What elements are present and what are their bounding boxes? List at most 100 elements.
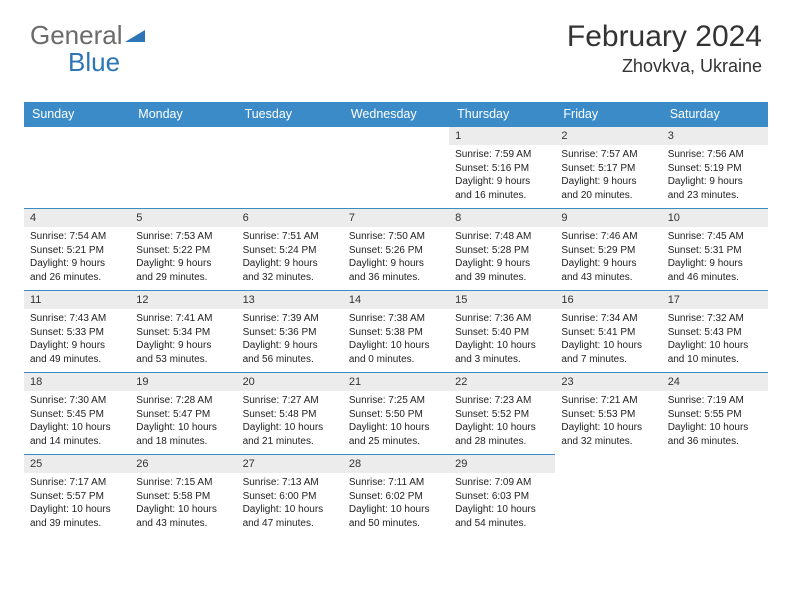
day-body: Sunrise: 7:23 AMSunset: 5:52 PMDaylight:… xyxy=(449,391,555,454)
calendar-body: 1Sunrise: 7:59 AMSunset: 5:16 PMDaylight… xyxy=(24,127,768,537)
calendar-cell: 19Sunrise: 7:28 AMSunset: 5:47 PMDayligh… xyxy=(130,373,236,455)
day-number: 18 xyxy=(24,373,130,391)
calendar-cell: 28Sunrise: 7:11 AMSunset: 6:02 PMDayligh… xyxy=(343,455,449,537)
calendar-cell: 9Sunrise: 7:46 AMSunset: 5:29 PMDaylight… xyxy=(555,209,661,291)
calendar-cell: 27Sunrise: 7:13 AMSunset: 6:00 PMDayligh… xyxy=(237,455,343,537)
calendar-cell xyxy=(237,127,343,209)
day-number: 13 xyxy=(237,291,343,309)
day-number: 9 xyxy=(555,209,661,227)
day-number: 24 xyxy=(662,373,768,391)
weekday-header: Monday xyxy=(130,102,236,127)
day-number: 10 xyxy=(662,209,768,227)
day-number: 27 xyxy=(237,455,343,473)
calendar-cell: 4Sunrise: 7:54 AMSunset: 5:21 PMDaylight… xyxy=(24,209,130,291)
calendar-cell: 7Sunrise: 7:50 AMSunset: 5:26 PMDaylight… xyxy=(343,209,449,291)
calendar-cell: 8Sunrise: 7:48 AMSunset: 5:28 PMDaylight… xyxy=(449,209,555,291)
day-body: Sunrise: 7:43 AMSunset: 5:33 PMDaylight:… xyxy=(24,309,130,372)
day-number: 28 xyxy=(343,455,449,473)
day-number: 16 xyxy=(555,291,661,309)
day-number: 12 xyxy=(130,291,236,309)
calendar-cell: 29Sunrise: 7:09 AMSunset: 6:03 PMDayligh… xyxy=(449,455,555,537)
weekday-header: Wednesday xyxy=(343,102,449,127)
calendar-cell: 5Sunrise: 7:53 AMSunset: 5:22 PMDaylight… xyxy=(130,209,236,291)
day-number: 22 xyxy=(449,373,555,391)
calendar-cell: 26Sunrise: 7:15 AMSunset: 5:58 PMDayligh… xyxy=(130,455,236,537)
day-body: Sunrise: 7:32 AMSunset: 5:43 PMDaylight:… xyxy=(662,309,768,372)
day-number: 5 xyxy=(130,209,236,227)
calendar-cell xyxy=(662,455,768,537)
calendar-cell: 20Sunrise: 7:27 AMSunset: 5:48 PMDayligh… xyxy=(237,373,343,455)
day-body: Sunrise: 7:46 AMSunset: 5:29 PMDaylight:… xyxy=(555,227,661,290)
calendar-cell: 17Sunrise: 7:32 AMSunset: 5:43 PMDayligh… xyxy=(662,291,768,373)
calendar-week-row: 4Sunrise: 7:54 AMSunset: 5:21 PMDaylight… xyxy=(24,209,768,291)
day-body: Sunrise: 7:54 AMSunset: 5:21 PMDaylight:… xyxy=(24,227,130,290)
calendar-cell: 25Sunrise: 7:17 AMSunset: 5:57 PMDayligh… xyxy=(24,455,130,537)
day-number: 11 xyxy=(24,291,130,309)
calendar-cell: 15Sunrise: 7:36 AMSunset: 5:40 PMDayligh… xyxy=(449,291,555,373)
day-body: Sunrise: 7:25 AMSunset: 5:50 PMDaylight:… xyxy=(343,391,449,454)
day-number: 23 xyxy=(555,373,661,391)
logo-text-blue: Blue xyxy=(68,47,120,77)
weekday-header: Saturday xyxy=(662,102,768,127)
calendar-cell: 22Sunrise: 7:23 AMSunset: 5:52 PMDayligh… xyxy=(449,373,555,455)
day-body: Sunrise: 7:11 AMSunset: 6:02 PMDaylight:… xyxy=(343,473,449,536)
calendar-cell: 6Sunrise: 7:51 AMSunset: 5:24 PMDaylight… xyxy=(237,209,343,291)
calendar-cell xyxy=(24,127,130,209)
logo-text-gray: General xyxy=(30,20,123,50)
day-number: 21 xyxy=(343,373,449,391)
day-number: 2 xyxy=(555,127,661,145)
day-body: Sunrise: 7:50 AMSunset: 5:26 PMDaylight:… xyxy=(343,227,449,290)
day-number: 4 xyxy=(24,209,130,227)
location: Zhovkva, Ukraine xyxy=(567,56,762,77)
calendar-cell: 14Sunrise: 7:38 AMSunset: 5:38 PMDayligh… xyxy=(343,291,449,373)
calendar-cell: 11Sunrise: 7:43 AMSunset: 5:33 PMDayligh… xyxy=(24,291,130,373)
day-number: 8 xyxy=(449,209,555,227)
calendar-cell: 16Sunrise: 7:34 AMSunset: 5:41 PMDayligh… xyxy=(555,291,661,373)
day-body: Sunrise: 7:09 AMSunset: 6:03 PMDaylight:… xyxy=(449,473,555,536)
calendar-cell xyxy=(130,127,236,209)
month-title: February 2024 xyxy=(567,20,762,54)
day-body: Sunrise: 7:19 AMSunset: 5:55 PMDaylight:… xyxy=(662,391,768,454)
day-number: 6 xyxy=(237,209,343,227)
calendar-cell: 23Sunrise: 7:21 AMSunset: 5:53 PMDayligh… xyxy=(555,373,661,455)
calendar-cell: 3Sunrise: 7:56 AMSunset: 5:19 PMDaylight… xyxy=(662,127,768,209)
calendar-head: SundayMondayTuesdayWednesdayThursdayFrid… xyxy=(24,102,768,127)
day-body: Sunrise: 7:51 AMSunset: 5:24 PMDaylight:… xyxy=(237,227,343,290)
calendar-week-row: 11Sunrise: 7:43 AMSunset: 5:33 PMDayligh… xyxy=(24,291,768,373)
weekday-header: Sunday xyxy=(24,102,130,127)
weekday-header: Friday xyxy=(555,102,661,127)
day-body: Sunrise: 7:57 AMSunset: 5:17 PMDaylight:… xyxy=(555,145,661,208)
day-body: Sunrise: 7:17 AMSunset: 5:57 PMDaylight:… xyxy=(24,473,130,536)
weekday-header: Thursday xyxy=(449,102,555,127)
day-body: Sunrise: 7:39 AMSunset: 5:36 PMDaylight:… xyxy=(237,309,343,372)
calendar-cell xyxy=(343,127,449,209)
calendar-cell: 1Sunrise: 7:59 AMSunset: 5:16 PMDaylight… xyxy=(449,127,555,209)
calendar-week-row: 1Sunrise: 7:59 AMSunset: 5:16 PMDaylight… xyxy=(24,127,768,209)
day-number: 14 xyxy=(343,291,449,309)
day-number: 15 xyxy=(449,291,555,309)
day-body: Sunrise: 7:38 AMSunset: 5:38 PMDaylight:… xyxy=(343,309,449,372)
calendar-cell xyxy=(555,455,661,537)
calendar-table: SundayMondayTuesdayWednesdayThursdayFrid… xyxy=(24,102,768,536)
day-number: 25 xyxy=(24,455,130,473)
day-body: Sunrise: 7:34 AMSunset: 5:41 PMDaylight:… xyxy=(555,309,661,372)
day-number: 7 xyxy=(343,209,449,227)
day-number: 20 xyxy=(237,373,343,391)
logo-triangle-icon xyxy=(125,20,147,51)
day-number: 19 xyxy=(130,373,236,391)
logo: General Blue xyxy=(30,20,147,88)
day-body: Sunrise: 7:41 AMSunset: 5:34 PMDaylight:… xyxy=(130,309,236,372)
day-number: 17 xyxy=(662,291,768,309)
day-number: 1 xyxy=(449,127,555,145)
day-body: Sunrise: 7:27 AMSunset: 5:48 PMDaylight:… xyxy=(237,391,343,454)
calendar-cell: 21Sunrise: 7:25 AMSunset: 5:50 PMDayligh… xyxy=(343,373,449,455)
day-body: Sunrise: 7:36 AMSunset: 5:40 PMDaylight:… xyxy=(449,309,555,372)
day-number: 3 xyxy=(662,127,768,145)
title-block: February 2024 Zhovkva, Ukraine xyxy=(567,20,762,77)
day-body: Sunrise: 7:56 AMSunset: 5:19 PMDaylight:… xyxy=(662,145,768,208)
day-body: Sunrise: 7:30 AMSunset: 5:45 PMDaylight:… xyxy=(24,391,130,454)
calendar-week-row: 25Sunrise: 7:17 AMSunset: 5:57 PMDayligh… xyxy=(24,455,768,537)
day-body: Sunrise: 7:59 AMSunset: 5:16 PMDaylight:… xyxy=(449,145,555,208)
day-number: 26 xyxy=(130,455,236,473)
day-body: Sunrise: 7:45 AMSunset: 5:31 PMDaylight:… xyxy=(662,227,768,290)
